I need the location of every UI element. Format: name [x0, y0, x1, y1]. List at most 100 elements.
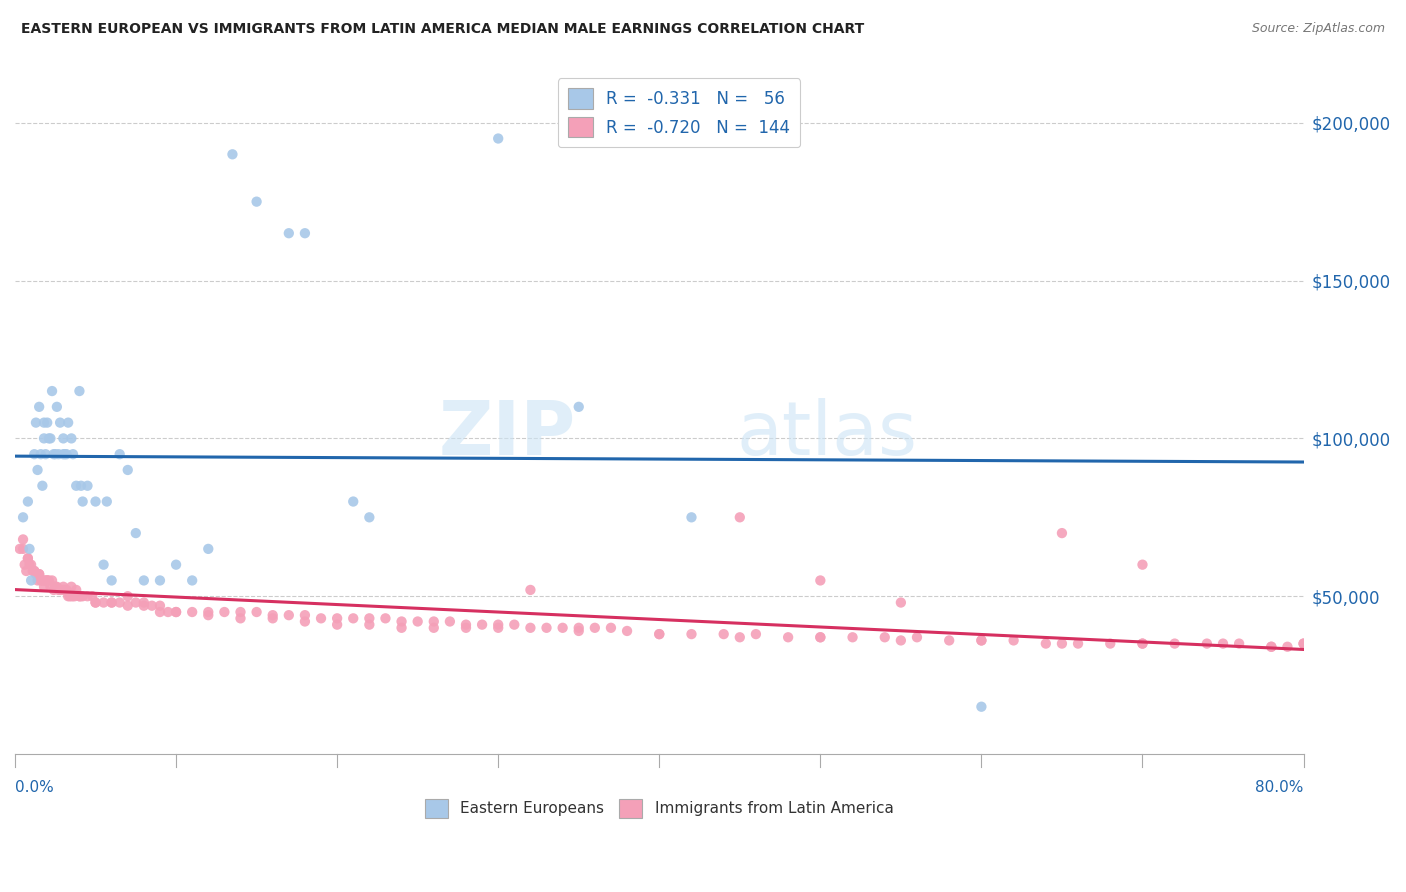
Point: [873, 630, 896, 644]
Point: [132, 574, 155, 588]
Point: [149, 599, 172, 613]
Point: [52, 580, 75, 594]
Point: [294, 226, 316, 240]
Point: [52, 431, 75, 445]
Point: [149, 605, 172, 619]
Point: [56, 589, 79, 603]
Point: [32, 431, 55, 445]
Point: [63, 589, 86, 603]
Point: [51, 582, 73, 597]
Point: [519, 582, 541, 597]
Point: [519, 621, 541, 635]
Point: [648, 627, 671, 641]
Point: [359, 617, 381, 632]
Point: [62, 589, 84, 603]
Point: [52, 447, 75, 461]
Point: [808, 630, 831, 644]
Point: [70, 479, 93, 493]
Point: [27, 463, 49, 477]
Point: [82, 589, 104, 603]
Point: [38, 574, 60, 588]
Point: [648, 627, 671, 641]
Point: [72, 494, 94, 508]
Point: [359, 510, 381, 524]
Point: [1132, 637, 1154, 651]
Point: [60, 431, 83, 445]
Point: [53, 582, 76, 597]
Point: [48, 447, 70, 461]
Point: [132, 596, 155, 610]
Point: [34, 574, 56, 588]
Point: [67, 384, 90, 398]
Point: [616, 624, 638, 638]
Point: [1067, 637, 1090, 651]
Point: [181, 605, 204, 619]
Point: [359, 611, 381, 625]
Point: [65, 479, 87, 493]
Point: [25, 567, 48, 582]
Point: [25, 416, 48, 430]
Point: [20, 574, 42, 588]
Point: [681, 510, 703, 524]
Point: [713, 627, 735, 641]
Point: [1132, 637, 1154, 651]
Point: [890, 633, 912, 648]
Point: [96, 494, 118, 508]
Point: [1035, 637, 1057, 651]
Point: [32, 574, 55, 588]
Point: [471, 617, 494, 632]
Point: [277, 226, 299, 240]
Point: [28, 400, 51, 414]
Point: [1050, 637, 1073, 651]
Point: [454, 617, 477, 632]
Point: [600, 621, 623, 635]
Point: [141, 599, 163, 613]
Point: [1292, 637, 1315, 651]
Point: [76, 479, 98, 493]
Point: [11, 533, 34, 547]
Point: [568, 624, 591, 638]
Point: [149, 574, 172, 588]
Point: [42, 447, 65, 461]
Point: [568, 621, 591, 635]
Point: [55, 582, 77, 597]
Point: [246, 605, 269, 619]
Point: [32, 580, 55, 594]
Point: [21, 564, 44, 578]
Point: [108, 447, 131, 461]
Point: [100, 574, 122, 588]
Point: [342, 494, 364, 508]
Point: [44, 447, 66, 461]
Text: 80.0%: 80.0%: [1256, 780, 1303, 796]
Point: [60, 580, 83, 594]
Point: [22, 447, 45, 461]
Point: [41, 384, 63, 398]
Point: [117, 599, 139, 613]
Point: [439, 615, 461, 629]
Point: [970, 699, 993, 714]
Point: [181, 574, 204, 588]
Point: [745, 627, 768, 641]
Point: [28, 567, 51, 582]
Point: [165, 558, 187, 572]
Point: [423, 621, 446, 635]
Text: 0.0%: 0.0%: [15, 780, 53, 796]
Point: [18, 558, 41, 572]
Point: [76, 589, 98, 603]
Point: [108, 596, 131, 610]
Point: [454, 621, 477, 635]
Point: [117, 463, 139, 477]
Point: [938, 633, 960, 648]
Point: [1163, 637, 1185, 651]
Point: [53, 447, 76, 461]
Point: [486, 621, 509, 635]
Point: [37, 574, 59, 588]
Point: [31, 574, 53, 588]
Point: [41, 574, 63, 588]
Point: [197, 608, 219, 623]
Point: [22, 564, 45, 578]
Point: [970, 633, 993, 648]
Point: [1277, 640, 1299, 654]
Point: [277, 608, 299, 623]
Point: [125, 596, 148, 610]
